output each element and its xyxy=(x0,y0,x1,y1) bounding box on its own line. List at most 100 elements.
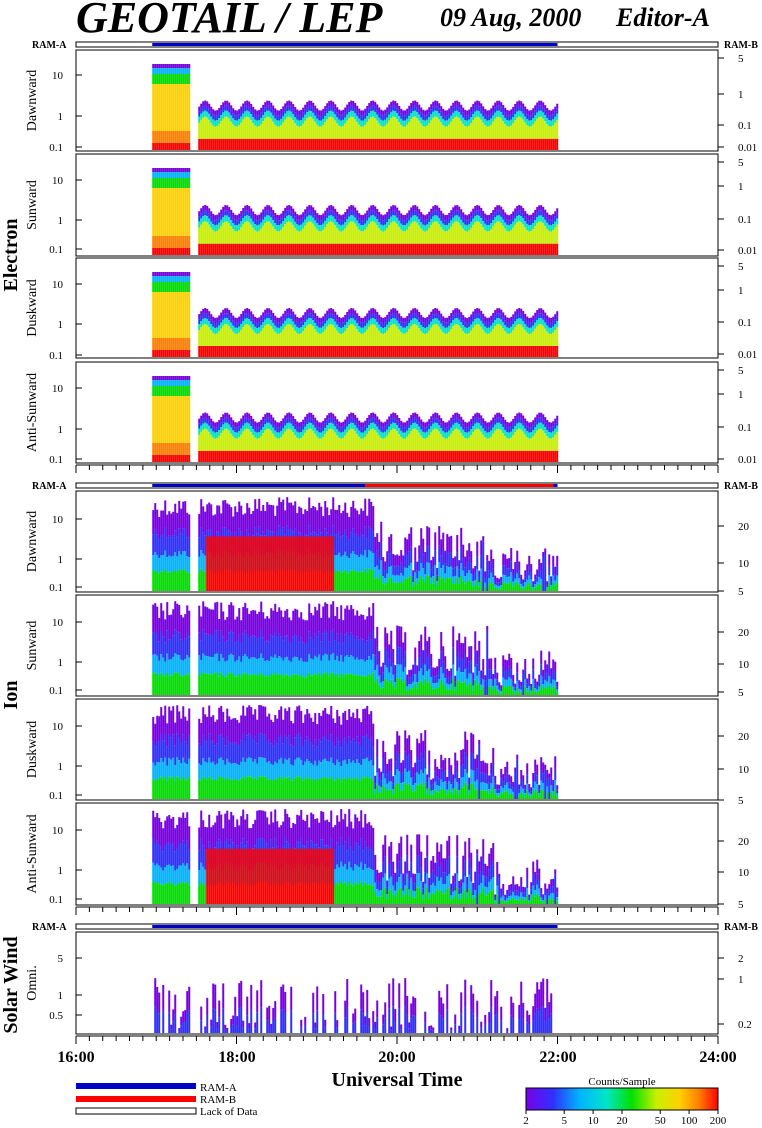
heatmap-cell xyxy=(392,210,395,216)
heatmap-cell xyxy=(530,126,533,139)
heatmap-cell xyxy=(356,138,359,150)
heatmap-cell xyxy=(522,311,525,317)
heatmap-cell xyxy=(438,243,441,255)
heatmap-cell xyxy=(172,178,175,188)
heatmap-cell xyxy=(162,657,165,675)
heatmap-cell xyxy=(244,138,247,150)
heatmap-cell xyxy=(500,223,503,244)
heatmap-cell xyxy=(306,107,309,113)
heatmap-cell xyxy=(380,317,383,323)
heatmap-cell xyxy=(520,429,523,451)
heatmap-cell xyxy=(368,425,371,432)
heatmap-cell xyxy=(494,315,497,321)
heatmap-cell xyxy=(200,415,203,421)
heatmap-cell xyxy=(352,117,355,139)
heatmap-cell xyxy=(340,450,343,462)
heatmap-cell xyxy=(554,428,557,435)
heatmap-cell xyxy=(394,215,397,222)
heatmap-cell xyxy=(310,221,313,244)
heatmap-cell xyxy=(512,423,515,429)
heatmap-cell xyxy=(492,226,495,244)
heatmap-cell xyxy=(344,112,347,118)
heatmap-cell xyxy=(266,324,269,346)
heatmap-cell xyxy=(444,450,447,462)
heatmap-cell xyxy=(172,571,175,591)
heatmap-cell xyxy=(294,424,297,430)
heatmap-cell xyxy=(160,172,163,178)
heatmap-cell xyxy=(216,243,219,255)
panel-label: Sunward xyxy=(25,180,40,230)
heatmap-cell xyxy=(224,422,227,429)
heatmap-cell xyxy=(402,138,405,150)
heatmap-cell xyxy=(264,211,267,217)
heatmap-cell xyxy=(450,105,453,111)
heatmap-cell xyxy=(304,421,307,427)
heatmap-cell xyxy=(300,507,303,534)
heatmap-cell xyxy=(206,222,209,244)
heatmap-cell xyxy=(432,117,435,139)
heatmap-cell xyxy=(492,215,495,221)
heatmap-cell xyxy=(170,143,173,150)
heatmap-cell xyxy=(312,310,315,316)
heatmap-cell xyxy=(510,450,513,462)
heatmap-cell xyxy=(162,555,165,572)
heatmap-cell xyxy=(324,323,327,330)
heatmap-cell xyxy=(360,243,363,255)
heatmap-cell xyxy=(228,319,231,326)
heatmap-cell xyxy=(424,115,427,121)
heatmap-cell xyxy=(182,272,185,276)
heatmap-cell xyxy=(380,243,383,255)
heatmap-cell xyxy=(210,324,213,331)
heatmap-cell xyxy=(506,577,509,584)
heatmap-cell xyxy=(160,535,163,556)
heatmap-cell xyxy=(480,450,483,462)
heatmap-cell xyxy=(224,100,227,106)
heatmap-cell xyxy=(174,84,177,131)
heatmap-cell xyxy=(308,243,311,255)
heatmap-cell xyxy=(346,572,349,591)
heatmap-cell xyxy=(166,338,169,350)
heatmap-cell xyxy=(428,435,431,451)
heatmap-cell xyxy=(352,215,355,222)
heatmap-cell xyxy=(366,417,369,424)
heatmap-cell xyxy=(244,308,247,314)
heatmap-cell xyxy=(360,450,363,462)
heatmap-cell xyxy=(224,205,227,211)
heatmap-cell xyxy=(496,138,499,150)
heatmap-cell xyxy=(488,450,491,462)
heatmap-cell xyxy=(388,450,391,462)
heatmap-cell xyxy=(422,431,425,438)
heatmap-cell xyxy=(400,113,403,119)
heatmap-cell xyxy=(382,231,385,244)
heatmap-cell xyxy=(246,422,249,429)
heatmap-cell xyxy=(426,437,429,451)
heatmap-cell xyxy=(406,450,409,462)
heatmap-cell xyxy=(534,226,537,244)
heatmap-cell xyxy=(176,272,179,276)
heatmap-cell xyxy=(326,138,329,150)
heatmap-cell xyxy=(228,430,231,451)
heatmap-cell xyxy=(402,110,405,116)
heatmap-cell xyxy=(202,205,205,211)
heatmap-cell xyxy=(314,318,317,324)
heatmap-cell xyxy=(272,317,275,323)
heatmap-cell xyxy=(308,116,311,139)
heatmap-cell xyxy=(204,428,207,451)
heatmap-cell xyxy=(476,450,479,462)
heatmap-cell xyxy=(228,504,231,531)
heatmap-cell xyxy=(284,212,287,219)
heatmap-cell xyxy=(542,107,545,113)
heatmap-cell xyxy=(198,428,201,435)
heatmap-cell xyxy=(278,438,281,451)
heatmap-cell xyxy=(470,216,473,222)
heatmap-cell xyxy=(352,100,355,107)
heatmap-cell xyxy=(236,333,239,346)
heatmap-cell xyxy=(378,211,381,218)
heatmap-cell xyxy=(364,229,367,244)
heatmap-cell xyxy=(204,313,207,319)
heatmap-cell xyxy=(486,438,489,451)
heatmap-cell xyxy=(296,426,299,432)
heatmap-cell xyxy=(402,327,405,334)
heatmap-cell xyxy=(460,138,463,150)
heatmap-cell xyxy=(266,308,269,314)
